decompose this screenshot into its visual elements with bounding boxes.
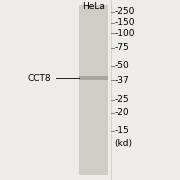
Bar <box>79 5 108 175</box>
Text: -250: -250 <box>114 7 135 16</box>
Bar <box>79 76 108 80</box>
Text: -100: -100 <box>114 29 135 38</box>
Text: -37: -37 <box>114 76 129 85</box>
Text: HeLa: HeLa <box>82 2 105 11</box>
Text: -75: -75 <box>114 43 129 52</box>
Text: -15: -15 <box>114 126 129 135</box>
Text: CCT8: CCT8 <box>28 74 51 83</box>
Text: -50: -50 <box>114 61 129 70</box>
Text: (kd): (kd) <box>114 139 132 148</box>
Text: -25: -25 <box>114 95 129 104</box>
Text: -150: -150 <box>114 18 135 27</box>
Text: -20: -20 <box>114 108 129 117</box>
